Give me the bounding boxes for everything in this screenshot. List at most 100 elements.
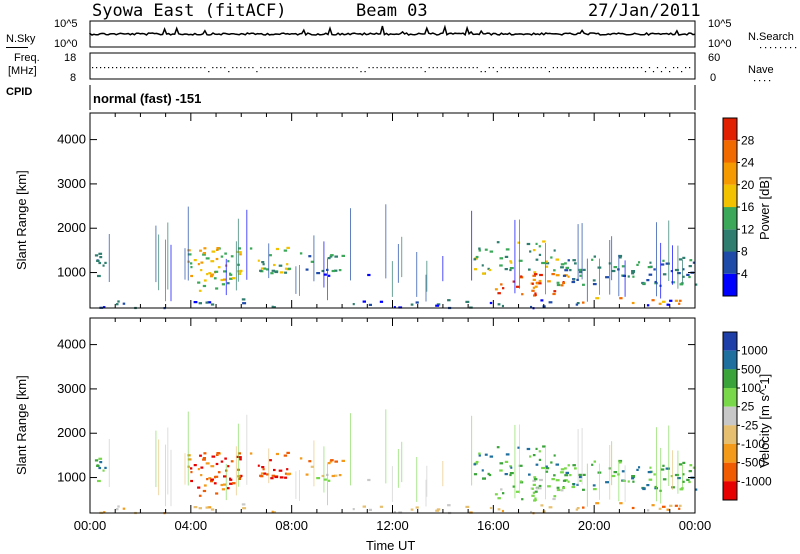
velocity-echo — [496, 446, 500, 449]
velocity-echo — [540, 504, 544, 507]
freq-dot — [536, 67, 538, 69]
power-echo — [576, 302, 580, 305]
power-echo — [102, 264, 105, 267]
power-echo — [331, 269, 335, 273]
velocity-streak — [235, 446, 237, 496]
velocity-axes: 1000 2000 3000 4000 00:00 04:00 08:00 12:00 16:0… — [57, 318, 711, 533]
freq-dot — [612, 67, 615, 69]
freq-dot — [308, 67, 310, 69]
velocity-echo — [327, 462, 331, 465]
freq-dot — [348, 67, 350, 69]
power-echo — [535, 242, 538, 245]
power-echo — [238, 272, 241, 275]
power-echo — [216, 247, 220, 250]
velocity-echo — [220, 483, 223, 487]
power-echo — [262, 263, 265, 266]
power-echo — [283, 249, 288, 252]
power-streak — [350, 208, 351, 281]
velocity-echo — [269, 459, 272, 462]
power-echo — [263, 267, 267, 270]
velocity-echo — [534, 498, 537, 501]
freq-dot — [628, 67, 631, 69]
velocity-echo — [564, 474, 569, 477]
freq-dot — [164, 67, 166, 69]
power-streak — [327, 258, 328, 301]
freq-dot — [220, 67, 222, 69]
power-echo — [473, 268, 478, 271]
power-echo — [528, 268, 531, 271]
power-echo — [572, 259, 576, 262]
power-echo — [538, 279, 542, 283]
power-cbar-segment — [723, 140, 737, 163]
power-echo — [436, 303, 441, 306]
velocity-echo — [521, 498, 524, 501]
freq-dot — [388, 67, 390, 69]
power-echo — [362, 300, 366, 303]
power-echo — [257, 259, 260, 262]
velocity-echo — [574, 467, 577, 470]
velocity-echo — [499, 462, 504, 465]
freq-dot — [272, 67, 274, 69]
freq-dot — [356, 67, 358, 69]
power-echo — [198, 289, 202, 292]
power-echo — [515, 285, 520, 288]
power-echo — [230, 255, 234, 258]
velocity-echo — [533, 499, 537, 502]
freq-dot — [244, 67, 246, 69]
velocity-echo — [682, 480, 685, 483]
velocity-streak — [577, 429, 579, 486]
power-echo — [269, 254, 272, 257]
power-echo — [238, 247, 241, 250]
velocity-streak — [313, 440, 315, 487]
power-echo — [542, 240, 546, 243]
velocity-echo — [572, 464, 576, 467]
velocity-echo — [286, 451, 290, 454]
power-echo — [231, 277, 236, 280]
velocity-streak — [165, 444, 166, 507]
x-axis-title: Time UT — [366, 538, 416, 553]
velocity-echo — [215, 492, 219, 495]
power-echo — [115, 303, 119, 306]
velocity-echo — [547, 485, 551, 488]
velocity-streak — [519, 424, 520, 494]
power-echo — [555, 274, 560, 277]
power-echo — [99, 256, 103, 259]
power-echo — [578, 268, 582, 271]
velocity-echo — [202, 489, 207, 493]
velocity-echo — [569, 474, 572, 477]
freq-dot — [677, 67, 679, 69]
velocity-echo — [323, 478, 327, 481]
power-echo — [189, 262, 193, 265]
freq-dot — [665, 67, 667, 69]
freq-dot — [176, 67, 178, 69]
freq-dot — [104, 67, 106, 69]
velocity-echo — [271, 510, 274, 513]
power-echo — [540, 299, 544, 302]
power-scatter — [94, 204, 698, 310]
velocity-echo — [226, 487, 230, 490]
power-echo — [278, 264, 283, 267]
power-echo — [560, 263, 565, 266]
freq-dot — [224, 67, 226, 69]
freq-dot — [232, 67, 234, 69]
power-echo — [548, 301, 553, 304]
power-echo — [249, 247, 253, 250]
power-cbar-segment — [723, 273, 737, 297]
velocity-echo — [504, 460, 509, 463]
power-echo — [226, 282, 230, 285]
velocity-echo — [367, 478, 371, 482]
power-echo — [545, 265, 549, 268]
velocity-streak — [350, 413, 351, 486]
power-echo — [582, 283, 585, 286]
freq-dot — [552, 67, 554, 69]
power-echo — [215, 257, 219, 261]
power-echo — [193, 301, 198, 304]
velocity-echo — [210, 478, 214, 481]
nave-tick-bottom: 0 — [710, 72, 717, 84]
power-echo — [678, 302, 681, 305]
ytick-label: 4000 — [57, 337, 86, 352]
power-streak — [167, 222, 169, 290]
nsearch-tick-bottom: 10^0 — [708, 38, 732, 50]
freq-dot — [580, 67, 582, 69]
velocity-echo — [308, 460, 312, 463]
